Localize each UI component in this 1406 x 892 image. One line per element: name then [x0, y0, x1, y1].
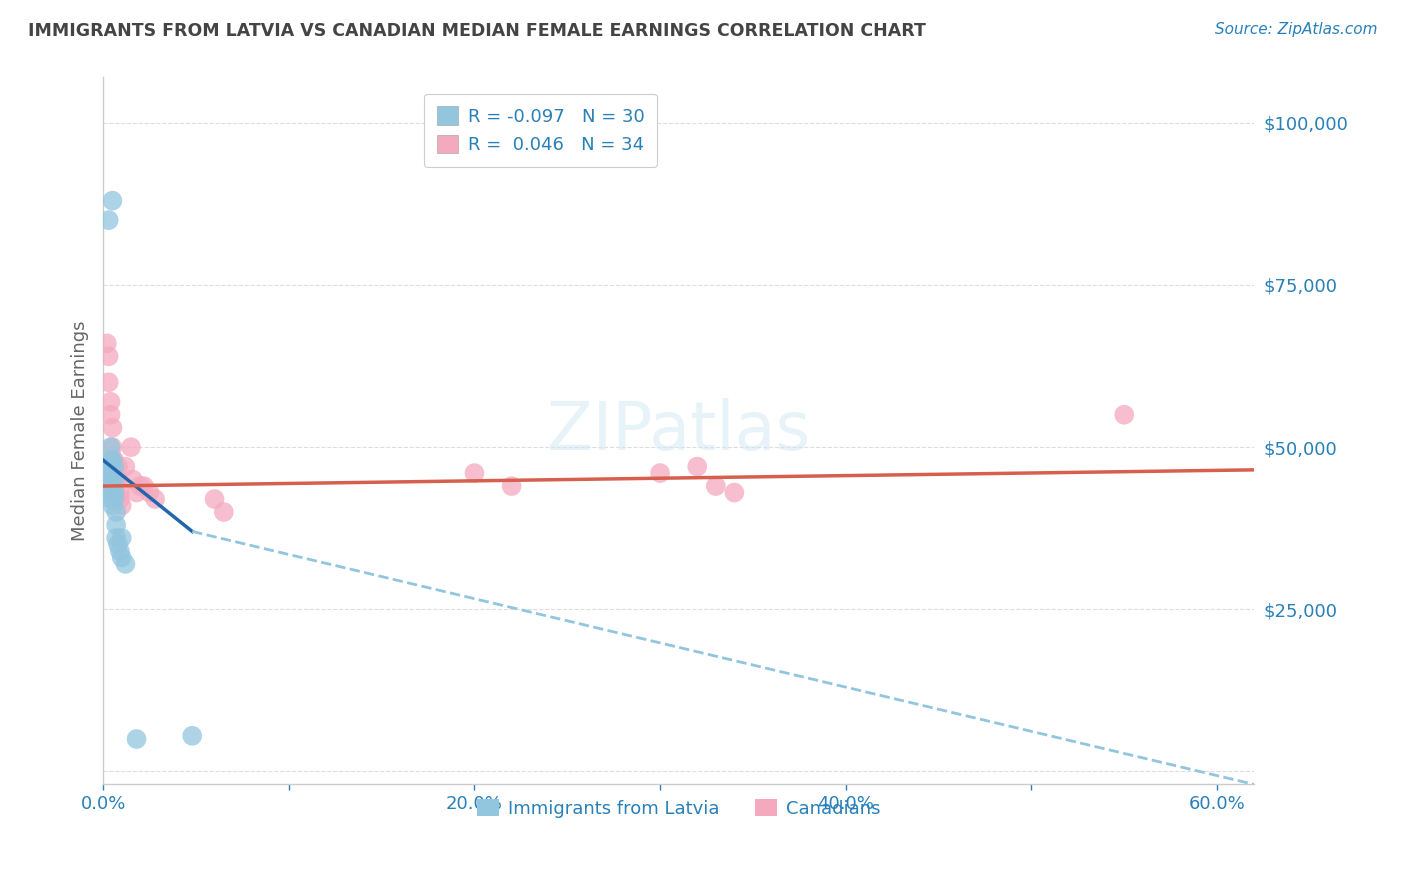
- Point: [97, 485, 120, 500]
- Point: [97, 466, 120, 480]
- Point: [103, 459, 125, 474]
- Point: [103, 485, 125, 500]
- Point: [105, 485, 128, 500]
- Point: [132, 479, 155, 493]
- Point: [101, 453, 124, 467]
- Point: [101, 466, 124, 480]
- Point: [101, 420, 124, 434]
- Legend: Immigrants from Latvia, Canadians: Immigrants from Latvia, Canadians: [470, 792, 887, 825]
- Point: [107, 537, 129, 551]
- Point: [101, 479, 124, 493]
- Point: [101, 194, 124, 208]
- Point: [108, 485, 131, 500]
- Point: [103, 473, 125, 487]
- Point: [704, 479, 727, 493]
- Point: [101, 453, 124, 467]
- Point: [105, 518, 128, 533]
- Point: [212, 505, 235, 519]
- Point: [107, 459, 129, 474]
- Point: [100, 479, 122, 493]
- Point: [105, 473, 128, 487]
- Point: [100, 453, 122, 467]
- Point: [143, 491, 166, 506]
- Point: [114, 557, 136, 571]
- Point: [108, 544, 131, 558]
- Point: [103, 453, 125, 467]
- Point: [103, 491, 125, 506]
- Point: [101, 440, 124, 454]
- Point: [181, 729, 204, 743]
- Point: [97, 213, 120, 227]
- Text: IMMIGRANTS FROM LATVIA VS CANADIAN MEDIAN FEMALE EARNINGS CORRELATION CHART: IMMIGRANTS FROM LATVIA VS CANADIAN MEDIA…: [28, 22, 927, 40]
- Point: [129, 479, 152, 493]
- Point: [97, 376, 120, 390]
- Point: [125, 732, 148, 747]
- Point: [101, 485, 124, 500]
- Point: [138, 485, 160, 500]
- Point: [108, 491, 131, 506]
- Text: ZIPatlas: ZIPatlas: [547, 398, 810, 464]
- Point: [97, 473, 120, 487]
- Point: [648, 466, 671, 480]
- Point: [114, 459, 136, 474]
- Point: [111, 531, 134, 545]
- Point: [111, 550, 134, 565]
- Point: [125, 485, 148, 500]
- Point: [103, 466, 125, 480]
- Point: [100, 491, 122, 506]
- Point: [121, 473, 143, 487]
- Point: [204, 491, 226, 506]
- Point: [105, 505, 128, 519]
- Point: [97, 349, 120, 363]
- Point: [686, 459, 709, 474]
- Point: [100, 440, 122, 454]
- Point: [107, 473, 129, 487]
- Point: [105, 531, 128, 545]
- Point: [1114, 408, 1136, 422]
- Point: [96, 336, 118, 351]
- Y-axis label: Median Female Earnings: Median Female Earnings: [72, 321, 89, 541]
- Point: [96, 459, 118, 474]
- Point: [463, 466, 485, 480]
- Point: [101, 499, 124, 513]
- Point: [111, 499, 134, 513]
- Point: [120, 440, 142, 454]
- Point: [100, 394, 122, 409]
- Point: [100, 408, 122, 422]
- Point: [100, 485, 122, 500]
- Point: [723, 485, 745, 500]
- Text: Source: ZipAtlas.com: Source: ZipAtlas.com: [1215, 22, 1378, 37]
- Point: [501, 479, 523, 493]
